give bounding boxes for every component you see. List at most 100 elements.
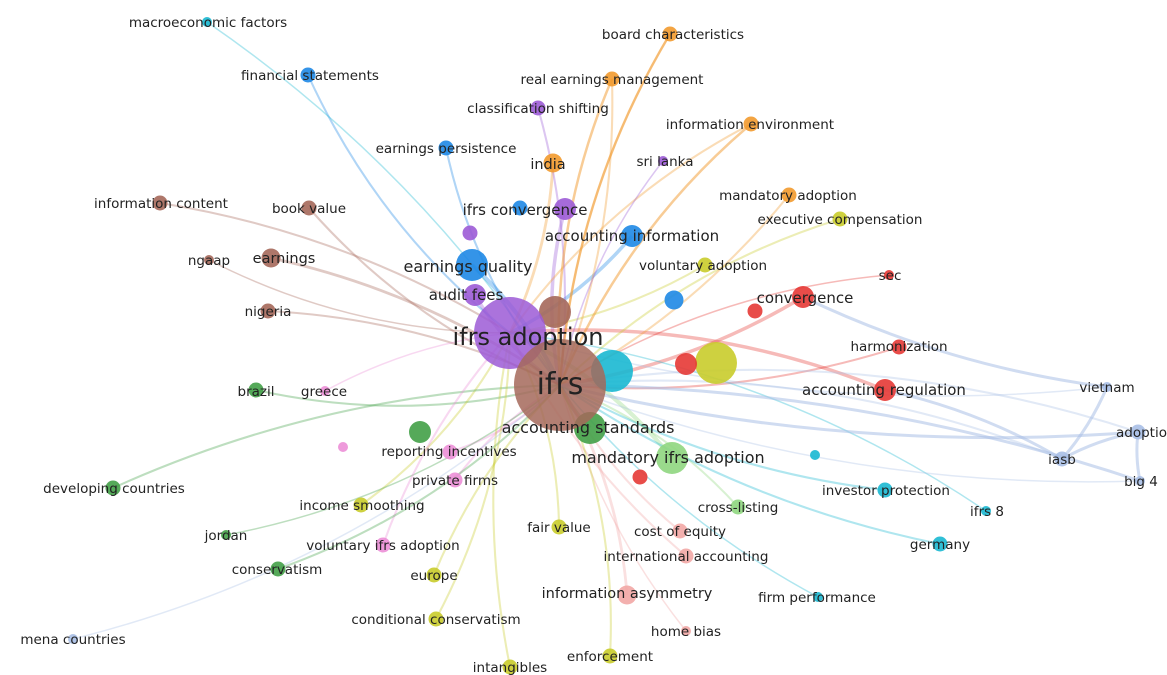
- label-mena-countries: mena countries: [20, 632, 125, 648]
- node-intangibles[interactable]: [502, 659, 518, 675]
- node-unlabeled[interactable]: [512, 200, 528, 216]
- node-private-firms[interactable]: [447, 472, 463, 488]
- node-ifrs-convergence[interactable]: [554, 198, 576, 220]
- node-information-environment[interactable]: [743, 116, 759, 132]
- node-ngaap[interactable]: [204, 255, 214, 265]
- node-earnings-quality[interactable]: [456, 249, 488, 281]
- node-vietnam[interactable]: [1102, 382, 1112, 392]
- node-home-bias[interactable]: [681, 626, 691, 636]
- network-labels: ifrs ifrs adoption accounting standards man…: [20, 15, 1167, 675]
- node-audit-fees[interactable]: [464, 284, 486, 306]
- edge-ifrs-adoption: [559, 383, 1139, 440]
- node-information-asymmetry[interactable]: [617, 585, 637, 605]
- label-sri-lanka: sri lanka: [636, 154, 693, 170]
- edge-information-environment: [509, 123, 752, 334]
- node-voluntary-adoption[interactable]: [697, 257, 713, 273]
- node-international-accounting[interactable]: [678, 548, 694, 564]
- node-information-content[interactable]: [152, 195, 168, 211]
- label-accounting-standards: accounting standards: [502, 418, 675, 437]
- node-sec[interactable]: [884, 270, 894, 280]
- node-unlabeled[interactable]: [810, 450, 820, 460]
- node-nigeria[interactable]: [260, 303, 276, 319]
- label-harmonization: harmonization: [850, 339, 947, 355]
- node-fair-value[interactable]: [551, 519, 567, 535]
- label-convergence: convergence: [757, 289, 854, 307]
- node-adoption[interactable]: [1130, 424, 1146, 440]
- node-classification-shifting[interactable]: [530, 100, 546, 116]
- node-greece[interactable]: [320, 386, 330, 396]
- label-accounting-information: accounting information: [545, 227, 719, 245]
- node-europe[interactable]: [426, 567, 442, 583]
- label-conservatism: conservatism: [232, 562, 323, 578]
- edge-germany: [559, 384, 941, 546]
- label-accounting-regulation: accounting regulation: [802, 381, 966, 399]
- node-unlabeled[interactable]: [338, 442, 348, 452]
- label-reporting-incentives: reporting incentives: [381, 444, 516, 460]
- node-real-earnings-management[interactable]: [604, 71, 620, 87]
- edge-iasb: [559, 379, 1063, 460]
- label-fair-value: fair value: [527, 520, 591, 536]
- node-india[interactable]: [543, 153, 563, 173]
- node-unlabeled[interactable]: [539, 296, 571, 328]
- label-voluntary-ifrs-adoption: voluntary ifrs adoption: [306, 538, 459, 554]
- node-enforcement[interactable]: [602, 648, 618, 664]
- node-financial-statements[interactable]: [300, 67, 316, 83]
- node-unlabeled[interactable]: [632, 469, 648, 485]
- node-mandatory-adoption[interactable]: [781, 187, 797, 203]
- label-ifrs: ifrs: [537, 367, 584, 402]
- label-voluntary-adoption: voluntary adoption: [639, 258, 767, 274]
- label-cross-listing: cross-listing: [698, 500, 779, 516]
- node-cost-of-equity[interactable]: [672, 523, 688, 539]
- node-accounting-information[interactable]: [621, 225, 643, 247]
- node-earnings[interactable]: [261, 248, 281, 268]
- node-big-4[interactable]: [1135, 476, 1145, 486]
- network-nodes: [68, 17, 1146, 675]
- edge-ifrs-board-characteristics: [558, 33, 672, 386]
- node-conditional-conservatism[interactable]: [428, 611, 444, 627]
- label-information-asymmetry: information asymmetry: [542, 586, 713, 602]
- node-reporting-incentives[interactable]: [442, 444, 458, 460]
- node-mandatory-ifrs-adoption[interactable]: [656, 442, 688, 474]
- label-private-firms: private firms: [412, 473, 498, 489]
- node-investor-protection[interactable]: [877, 482, 893, 498]
- node-firm-performance[interactable]: [813, 592, 823, 602]
- node-ifrs-adoption[interactable]: [474, 297, 546, 369]
- node-earnings-persistence[interactable]: [438, 140, 454, 156]
- node-unlabeled[interactable]: [747, 303, 763, 319]
- node-conservatism[interactable]: [270, 561, 286, 577]
- node-unlabeled[interactable]: [462, 225, 478, 241]
- label-investor-protection: investor protection: [822, 483, 950, 499]
- node-board-characteristics[interactable]: [662, 26, 678, 42]
- node-sri-lanka[interactable]: [658, 156, 668, 166]
- node-germany[interactable]: [932, 536, 948, 552]
- edge-conditional-conservatism: [435, 332, 512, 620]
- label-iasb: iasb: [1048, 452, 1076, 468]
- node-unlabeled[interactable]: [409, 421, 431, 443]
- node-brazil[interactable]: [248, 382, 264, 398]
- node-ifrs[interactable]: [514, 339, 606, 431]
- node-mena-countries[interactable]: [68, 634, 78, 644]
- node-developing-countries[interactable]: [105, 480, 121, 496]
- label-information-content: information content: [94, 196, 228, 212]
- label-conditional-conservatism: conditional conservatism: [351, 612, 520, 628]
- node-ifrs-8[interactable]: [981, 506, 991, 516]
- node-accounting-regulation[interactable]: [874, 379, 896, 401]
- node-cross-listing[interactable]: [730, 499, 746, 515]
- node-iasb[interactable]: [1054, 451, 1070, 467]
- node-harmonization[interactable]: [891, 339, 907, 355]
- label-ngaap: ngaap: [188, 253, 230, 269]
- node-income-smoothing[interactable]: [353, 497, 369, 513]
- edge-information-content: [159, 201, 511, 334]
- node-executive-compensation[interactable]: [832, 211, 848, 227]
- node-macroeconomic-factors[interactable]: [202, 17, 212, 27]
- node-unlabeled[interactable]: [664, 290, 684, 310]
- label-earnings: earnings: [253, 251, 316, 267]
- node-unlabeled[interactable]: [695, 342, 737, 384]
- label-earnings-quality: earnings quality: [404, 257, 533, 276]
- node-convergence[interactable]: [792, 286, 814, 308]
- node-voluntary-ifrs-adoption[interactable]: [375, 537, 391, 553]
- node-jordan[interactable]: [221, 530, 231, 540]
- node-unlabeled[interactable]: [675, 353, 697, 375]
- node-book-value[interactable]: [301, 200, 317, 216]
